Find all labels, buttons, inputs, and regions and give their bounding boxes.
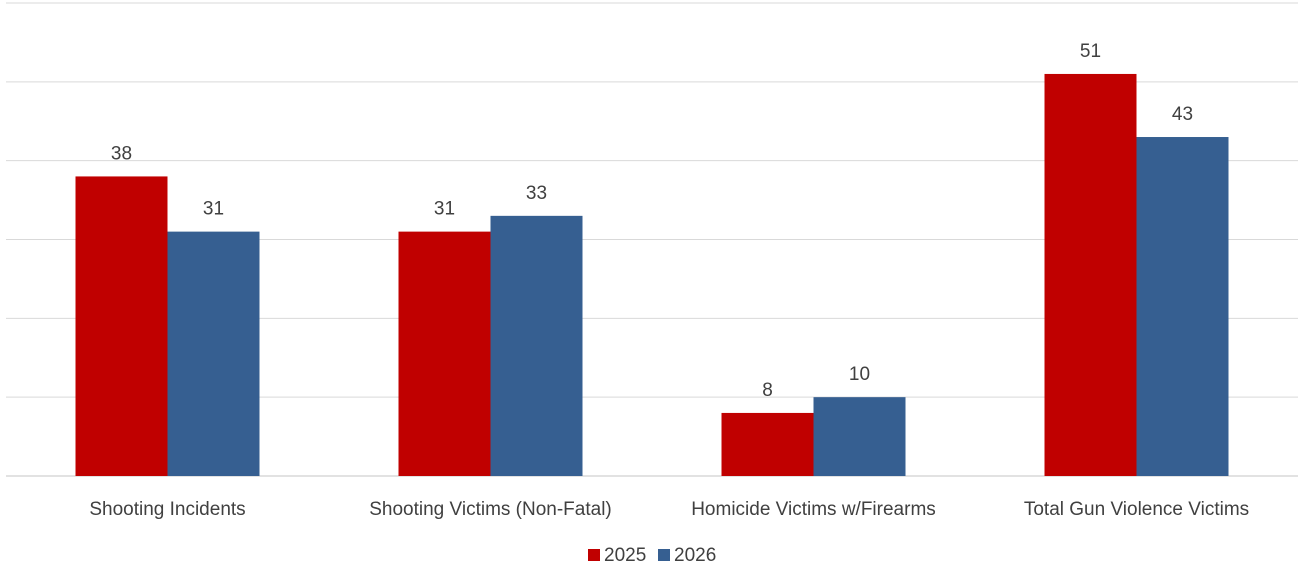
data-label-2026-3: 10 xyxy=(849,364,870,385)
data-label-2025-1: 38 xyxy=(111,143,132,164)
bar-2025-2 xyxy=(398,231,491,476)
data-labels: 38 31 31 33 8 10 51 43 xyxy=(111,41,1193,401)
category-label-2: Shooting Victims (Non-Fatal) xyxy=(369,499,612,520)
data-label-2025-4: 51 xyxy=(1080,41,1101,62)
bar-2025-4 xyxy=(1044,73,1137,476)
legend: 2025 2026 xyxy=(588,545,716,566)
bar-2026-3 xyxy=(813,397,906,476)
category-label-3: Homicide Victims w/Firearms xyxy=(691,499,936,520)
bar-2026-1 xyxy=(167,231,260,476)
category-label-4: Total Gun Violence Victims xyxy=(1024,499,1249,520)
category-label-1: Shooting Incidents xyxy=(89,499,245,520)
legend-swatch-2026 xyxy=(658,549,670,561)
data-label-2026-1: 31 xyxy=(203,199,224,220)
bar-2025-3 xyxy=(721,412,814,476)
data-label-2025-3: 8 xyxy=(762,380,773,401)
data-label-2026-2: 33 xyxy=(526,183,547,204)
data-label-2026-4: 43 xyxy=(1172,104,1193,125)
bar-2025-1 xyxy=(75,176,168,476)
legend-swatch-2025 xyxy=(588,549,600,561)
legend-label-2026: 2026 xyxy=(674,545,716,566)
bar-2026-4 xyxy=(1136,137,1229,476)
data-label-2025-2: 31 xyxy=(434,199,455,220)
legend-label-2025: 2025 xyxy=(604,545,646,566)
category-labels: Shooting Incidents Shooting Victims (Non-… xyxy=(89,499,1249,520)
bar-2026-2 xyxy=(490,215,583,476)
bars xyxy=(75,73,1229,476)
